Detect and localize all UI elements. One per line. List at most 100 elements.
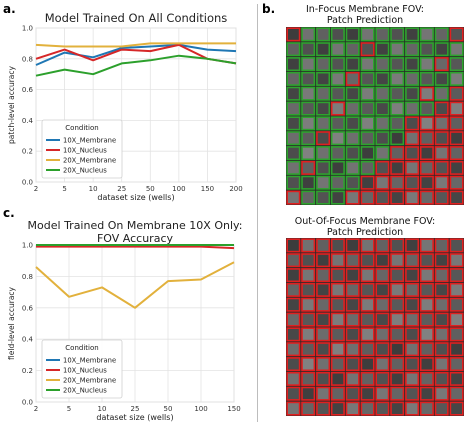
- patch-cell: [360, 101, 375, 116]
- patch-cell: [330, 175, 345, 190]
- patch-cell: [316, 386, 331, 401]
- patch-cell: [434, 297, 449, 312]
- patch-cell: [330, 146, 345, 161]
- patch-cell: [419, 327, 434, 342]
- patch-cell: [301, 57, 316, 72]
- patch-cell: [390, 101, 405, 116]
- patch-cell: [419, 101, 434, 116]
- patch-cell: [301, 253, 316, 268]
- patch-cell: [360, 401, 375, 416]
- patch-cell: [286, 175, 301, 190]
- x-tick-label: 50: [146, 185, 155, 193]
- patch-cell: [375, 27, 390, 42]
- patch-cell: [345, 190, 360, 205]
- patch-cell: [301, 297, 316, 312]
- patch-cell: [316, 190, 331, 205]
- patch-cell: [419, 282, 434, 297]
- y-axis-label: field-level accuracy: [7, 286, 16, 360]
- y-tick-label: 0.2: [22, 367, 33, 375]
- patch-cell: [286, 190, 301, 205]
- patch-cell: [286, 71, 301, 86]
- patch-cell: [345, 175, 360, 190]
- line-chart: Model Trained On All Conditions 0.0 0.2 0.4…: [7, 11, 243, 202]
- patch-cell: [316, 116, 331, 131]
- patch-cell: [286, 238, 301, 253]
- series-line: [35, 43, 237, 66]
- patch-cell: [434, 116, 449, 131]
- patch-cell: [405, 57, 420, 72]
- patch-cell: [449, 282, 464, 297]
- x-tick-label: 10: [89, 185, 98, 193]
- series-line: [35, 54, 237, 77]
- patch-cell: [449, 175, 464, 190]
- patch-cell: [301, 71, 316, 86]
- patch-cell: [375, 42, 390, 57]
- patch-cell: [449, 312, 464, 327]
- x-tick-label: 2: [34, 405, 38, 413]
- patch-cell: [316, 401, 331, 416]
- patch-cell: [375, 357, 390, 372]
- y-tick-label: 1.0: [22, 25, 33, 33]
- patch-cell: [405, 42, 420, 57]
- patch-cell: [375, 116, 390, 131]
- patch-cell: [375, 101, 390, 116]
- patch-cell: [345, 86, 360, 101]
- x-tick-label: 5: [62, 185, 66, 193]
- chart-title: Model Trained On Membrane 10X Only:: [28, 219, 243, 232]
- patch-cell: [330, 327, 345, 342]
- patch-cell: [330, 297, 345, 312]
- patch-cell: [286, 86, 301, 101]
- x-tick-label: 10: [98, 405, 107, 413]
- patch-cell: [330, 190, 345, 205]
- chart-title: Model Trained On All Conditions: [45, 11, 228, 25]
- patch-cell: [330, 101, 345, 116]
- patch-cell: [301, 116, 316, 131]
- patch-cell: [390, 357, 405, 372]
- patch-cell: [345, 160, 360, 175]
- patch-cell: [390, 297, 405, 312]
- patch-cell: [419, 27, 434, 42]
- patch-cell: [449, 146, 464, 161]
- legend-entry: 20X_Nucleus: [63, 167, 107, 175]
- patch-cell: [345, 268, 360, 283]
- patch-cell: [419, 160, 434, 175]
- patch-cell: [390, 253, 405, 268]
- patch-cell: [301, 386, 316, 401]
- patch-cell: [434, 190, 449, 205]
- patch-cell: [449, 27, 464, 42]
- patch-cell: [419, 357, 434, 372]
- patch-cell: [390, 327, 405, 342]
- patch-cell: [405, 175, 420, 190]
- patch-cell: [390, 42, 405, 57]
- patch-cell: [390, 86, 405, 101]
- patch-cell: [405, 401, 420, 416]
- patch-cell: [360, 131, 375, 146]
- patch-cell: [360, 268, 375, 283]
- patch-cell: [360, 297, 375, 312]
- patch-cell: [316, 42, 331, 57]
- patch-cell: [301, 160, 316, 175]
- patch-cell: [345, 57, 360, 72]
- patch-cell: [301, 342, 316, 357]
- patch-cell: [405, 71, 420, 86]
- micrograph-title-line1: Out-Of-Focus Membrane FOV:: [294, 216, 436, 227]
- patch-cell: [286, 268, 301, 283]
- y-tick-label: 0.8: [22, 273, 33, 281]
- x-tick-label: 150: [227, 405, 240, 413]
- patch-cell: [419, 312, 434, 327]
- patch-cell: [301, 268, 316, 283]
- patch-cell: [405, 282, 420, 297]
- patch-cell: [449, 116, 464, 131]
- y-tick-label: 1.0: [22, 242, 33, 250]
- patch-cell: [375, 146, 390, 161]
- patch-cell: [434, 371, 449, 386]
- series-line: [35, 42, 236, 48]
- patch-cell: [390, 131, 405, 146]
- patch-cell: [286, 386, 301, 401]
- patch-cell: [330, 160, 345, 175]
- patch-cell: [316, 101, 331, 116]
- y-tick-label: 0.0: [22, 399, 33, 407]
- patch-cell: [345, 386, 360, 401]
- patch-cell: [405, 297, 420, 312]
- patch-cell: [360, 116, 375, 131]
